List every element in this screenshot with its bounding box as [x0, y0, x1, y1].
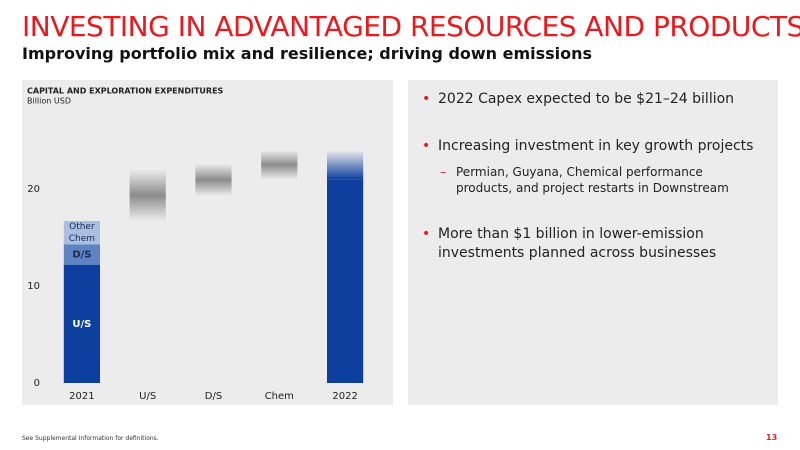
stack-segment — [63, 244, 100, 265]
chart: CAPITAL AND EXPLORATION EXPENDITURES Bil… — [22, 80, 393, 405]
page-number: 13 — [766, 433, 778, 442]
x-tick-label: D/S — [205, 391, 222, 402]
footnote: See Supplemental Information for definit… — [22, 435, 159, 442]
x-tick-label: U/S — [139, 391, 156, 402]
bullet: 2022 Capex expected to be $21–24 billion — [422, 90, 768, 109]
stack-segment — [63, 264, 100, 383]
chart-subtitle: Billion USD — [27, 97, 71, 106]
segment-label-box: Other Chem — [68, 221, 96, 244]
x-tick-label: 2021 — [69, 391, 94, 402]
sub-bullet: Permian, Guyana, Chemical performance pr… — [440, 164, 756, 196]
x-tick-label: Chem — [265, 391, 294, 402]
bullet-panel: 2022 Capex expected to be $21–24 billion… — [408, 80, 778, 405]
segment-label: Other Chem — [68, 221, 96, 244]
slide-subtitle: Improving portfolio mix and resilience; … — [22, 44, 593, 63]
range-bar — [129, 169, 166, 222]
chart-title: CAPITAL AND EXPLORATION EXPENDITURES — [27, 87, 224, 96]
y-tick-label: 10 — [27, 281, 40, 292]
segment-label: D/S — [72, 249, 91, 260]
range-bar — [195, 163, 232, 196]
stack-segment — [63, 221, 100, 245]
range-bar — [327, 150, 364, 180]
slide-title: INVESTING IN ADVANTAGED RESOURCES AND PR… — [22, 10, 800, 43]
x-tick-label: 2022 — [332, 391, 357, 402]
range-bar — [261, 150, 298, 180]
segment-label: U/S — [72, 319, 91, 330]
bullet: Increasing investment in key growth proj… — [422, 137, 768, 156]
y-tick-label: 0 — [34, 378, 40, 389]
y-tick-label: 20 — [27, 184, 40, 195]
total-bar — [327, 179, 364, 383]
bullet: More than $1 billion in lower-emission i… — [422, 225, 768, 263]
